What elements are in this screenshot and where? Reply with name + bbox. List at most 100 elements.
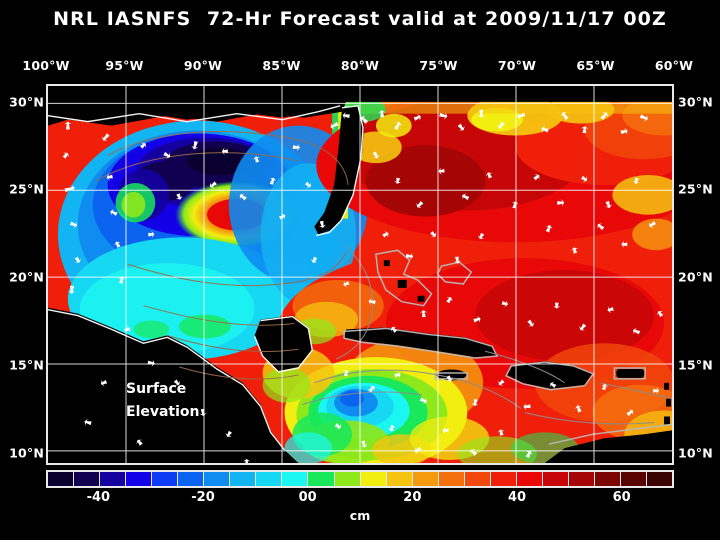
- current-vector-arrow: [656, 311, 664, 318]
- current-vector-arrow: [498, 379, 505, 386]
- current-vector-arrow: [368, 298, 376, 306]
- current-vector-arrow: [118, 276, 126, 284]
- current-vector-arrow: [605, 200, 613, 209]
- current-vector-arrow: [601, 383, 608, 391]
- current-vector-arrow: [148, 230, 155, 238]
- current-vector-arrow: [560, 112, 569, 121]
- longitude-tick-label: 75°W: [419, 58, 458, 73]
- current-vector-arrow: [462, 193, 470, 201]
- current-vector-arrow: [382, 231, 389, 238]
- current-vector-arrow: [310, 256, 318, 263]
- current-vector-arrow: [100, 379, 108, 387]
- current-vector-arrow: [545, 225, 553, 233]
- current-vector-arrow: [477, 232, 485, 240]
- current-vector-arrow: [114, 241, 121, 248]
- colorbar-band: [256, 472, 283, 486]
- current-vector-arrow: [225, 430, 232, 437]
- colorbar-band: [308, 472, 335, 486]
- current-vector-arrow: [446, 297, 453, 304]
- map-plot-area[interactable]: Surface Elevation: [46, 84, 674, 465]
- current-vector-arrow: [621, 240, 628, 248]
- current-vector-arrow: [243, 459, 251, 463]
- current-vector-arrow: [253, 156, 260, 163]
- colorbar-tick-label: 60: [612, 490, 631, 505]
- current-vector-arrow: [84, 418, 92, 426]
- colorbar-unit-label: cm: [349, 508, 371, 523]
- current-vector-arrow: [653, 387, 660, 395]
- current-vector-arrow: [360, 116, 369, 124]
- current-vector-arrow: [446, 375, 453, 382]
- current-vector-arrow: [527, 319, 535, 327]
- longitude-tick-label: 65°W: [576, 58, 615, 73]
- current-vector-arrow: [147, 359, 155, 367]
- colorbar-band: [386, 472, 413, 486]
- current-vector-arrow: [221, 147, 228, 155]
- current-vector-arrow: [414, 446, 422, 454]
- latitude-tick-label: 30°N: [9, 94, 44, 110]
- current-vector-arrow: [199, 408, 207, 416]
- colorbar-band: [100, 472, 127, 486]
- colorbar-band: [568, 472, 595, 486]
- latitude-tick-label: 25°N: [678, 181, 713, 197]
- current-vector-arrow: [388, 424, 396, 432]
- latitude-tick-label: 30°N: [678, 94, 713, 110]
- current-vector-arrow: [416, 200, 424, 208]
- current-vector-arrow: [64, 121, 72, 130]
- colorbar-band: [516, 472, 543, 486]
- current-vector-arrow: [390, 326, 398, 333]
- current-vector-arrow: [106, 173, 113, 181]
- current-vector-arrow: [74, 256, 82, 263]
- colorbar-band: [647, 472, 673, 486]
- current-vector-arrow: [457, 123, 465, 131]
- current-vector-arrow: [600, 112, 609, 120]
- current-vector-arrow: [360, 440, 368, 448]
- current-vector-arrow: [110, 209, 118, 216]
- colorbar-band: [412, 472, 439, 486]
- current-vector-arrow: [477, 109, 485, 118]
- current-vector-arrow: [269, 177, 277, 185]
- current-vector-arrow: [394, 371, 401, 379]
- current-vector-arrow: [553, 302, 561, 309]
- colorbar-band: [74, 472, 101, 486]
- current-vector-arrow: [334, 423, 341, 430]
- current-vector-arrow: [173, 379, 181, 386]
- current-vector-arrow: [191, 141, 199, 150]
- current-vector-arrow: [210, 181, 217, 189]
- current-vector-arrow: [525, 450, 533, 459]
- current-vector-arrow: [62, 152, 69, 159]
- current-vector-arrow: [413, 114, 421, 121]
- current-vector-arrow: [626, 409, 634, 417]
- current-vector-arrow: [136, 439, 143, 446]
- current-vector-arrow: [523, 403, 531, 411]
- current-vector-arrow: [574, 405, 582, 413]
- longitude-tick-label: 80°W: [340, 58, 380, 73]
- current-vector-arrow: [68, 285, 76, 294]
- current-vector-arrow: [342, 112, 350, 120]
- longitude-tick-label: 90°W: [183, 58, 223, 73]
- current-vector-arrow: [497, 121, 505, 129]
- current-vector-arrow: [64, 184, 75, 193]
- current-vector-arrow: [571, 247, 579, 254]
- current-vector-arrow: [239, 193, 247, 201]
- current-vector-arrow: [394, 177, 402, 184]
- current-vector-arrow: [579, 323, 587, 331]
- current-vector-arrow: [139, 142, 147, 149]
- longitude-tick-label: 60°W: [654, 58, 694, 73]
- current-vector-arrow: [405, 252, 414, 260]
- colorbar-band: [464, 472, 491, 486]
- colorbar-band: [334, 472, 361, 486]
- current-vector-arrow: [511, 201, 519, 209]
- colorbar-band: [594, 472, 622, 486]
- longitude-tick-label: 85°W: [262, 58, 301, 73]
- current-vector-arrow: [597, 223, 605, 231]
- current-vector-arrow: [453, 256, 462, 264]
- colorbar-band: [621, 472, 648, 486]
- colorbar-band: [230, 472, 257, 486]
- colorbar[interactable]: [46, 470, 674, 488]
- current-vector-arrow: [533, 174, 540, 181]
- current-vector-arrow: [342, 370, 350, 377]
- current-vector-arrow: [632, 177, 640, 184]
- current-vector-arrow: [649, 221, 657, 228]
- current-vector-arrow: [517, 112, 526, 120]
